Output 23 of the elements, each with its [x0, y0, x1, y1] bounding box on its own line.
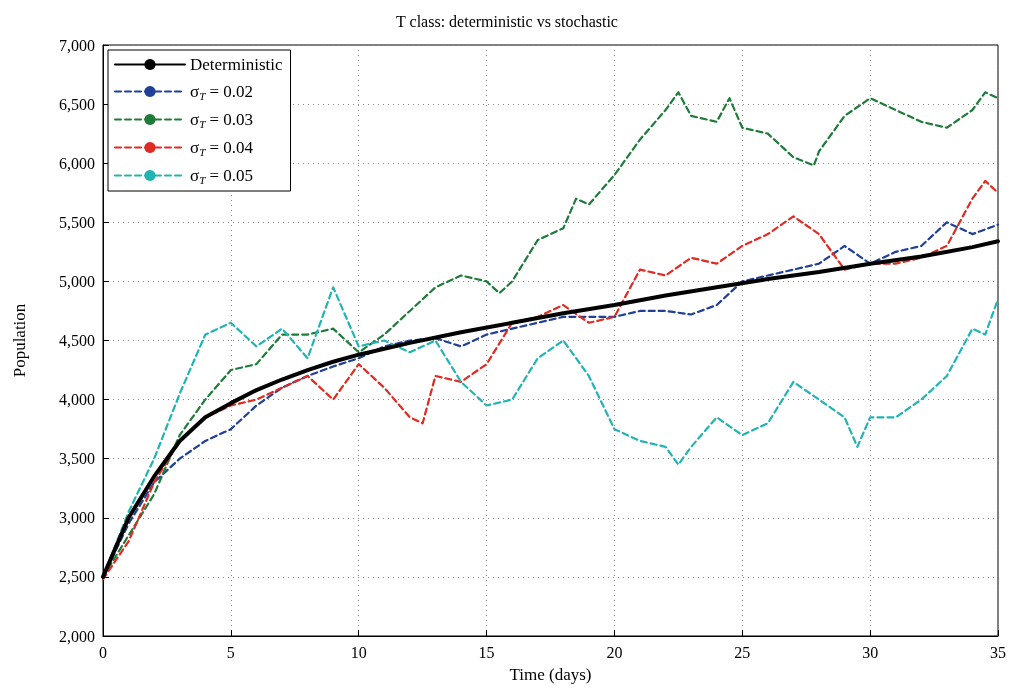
y-tick-label: 7,000: [59, 36, 95, 54]
x-tick-label: 25: [734, 643, 751, 661]
x-tick-label: 15: [478, 643, 495, 661]
x-tick-label: 30: [862, 643, 879, 661]
y-tick-label: 3,000: [59, 509, 95, 527]
x-tick-label: 20: [606, 643, 623, 661]
y-tick-label: 2,500: [59, 568, 95, 586]
y-tick-label: 5,500: [59, 213, 95, 231]
y-tick-label: 6,000: [59, 154, 95, 172]
x-axis-title: Time (days): [509, 665, 592, 684]
y-tick-label: 5,000: [59, 272, 95, 290]
x-tick-label: 35: [990, 643, 1006, 661]
y-tick-label: 6,500: [59, 95, 95, 113]
y-tick-label: 4,500: [59, 332, 95, 349]
y-axis-title: Population: [10, 303, 29, 378]
x-tick-label: 5: [226, 643, 235, 661]
chart-title: T class: deterministic vs stochastic: [396, 12, 618, 30]
y-tick-label: 2,000: [59, 627, 95, 645]
y-tick-label: 3,500: [59, 450, 95, 468]
x-tick-label: 0: [99, 643, 107, 661]
legend-label: Deterministic: [190, 55, 283, 74]
y-tick-label: 4,000: [59, 391, 95, 409]
x-tick-label: 10: [350, 643, 367, 661]
